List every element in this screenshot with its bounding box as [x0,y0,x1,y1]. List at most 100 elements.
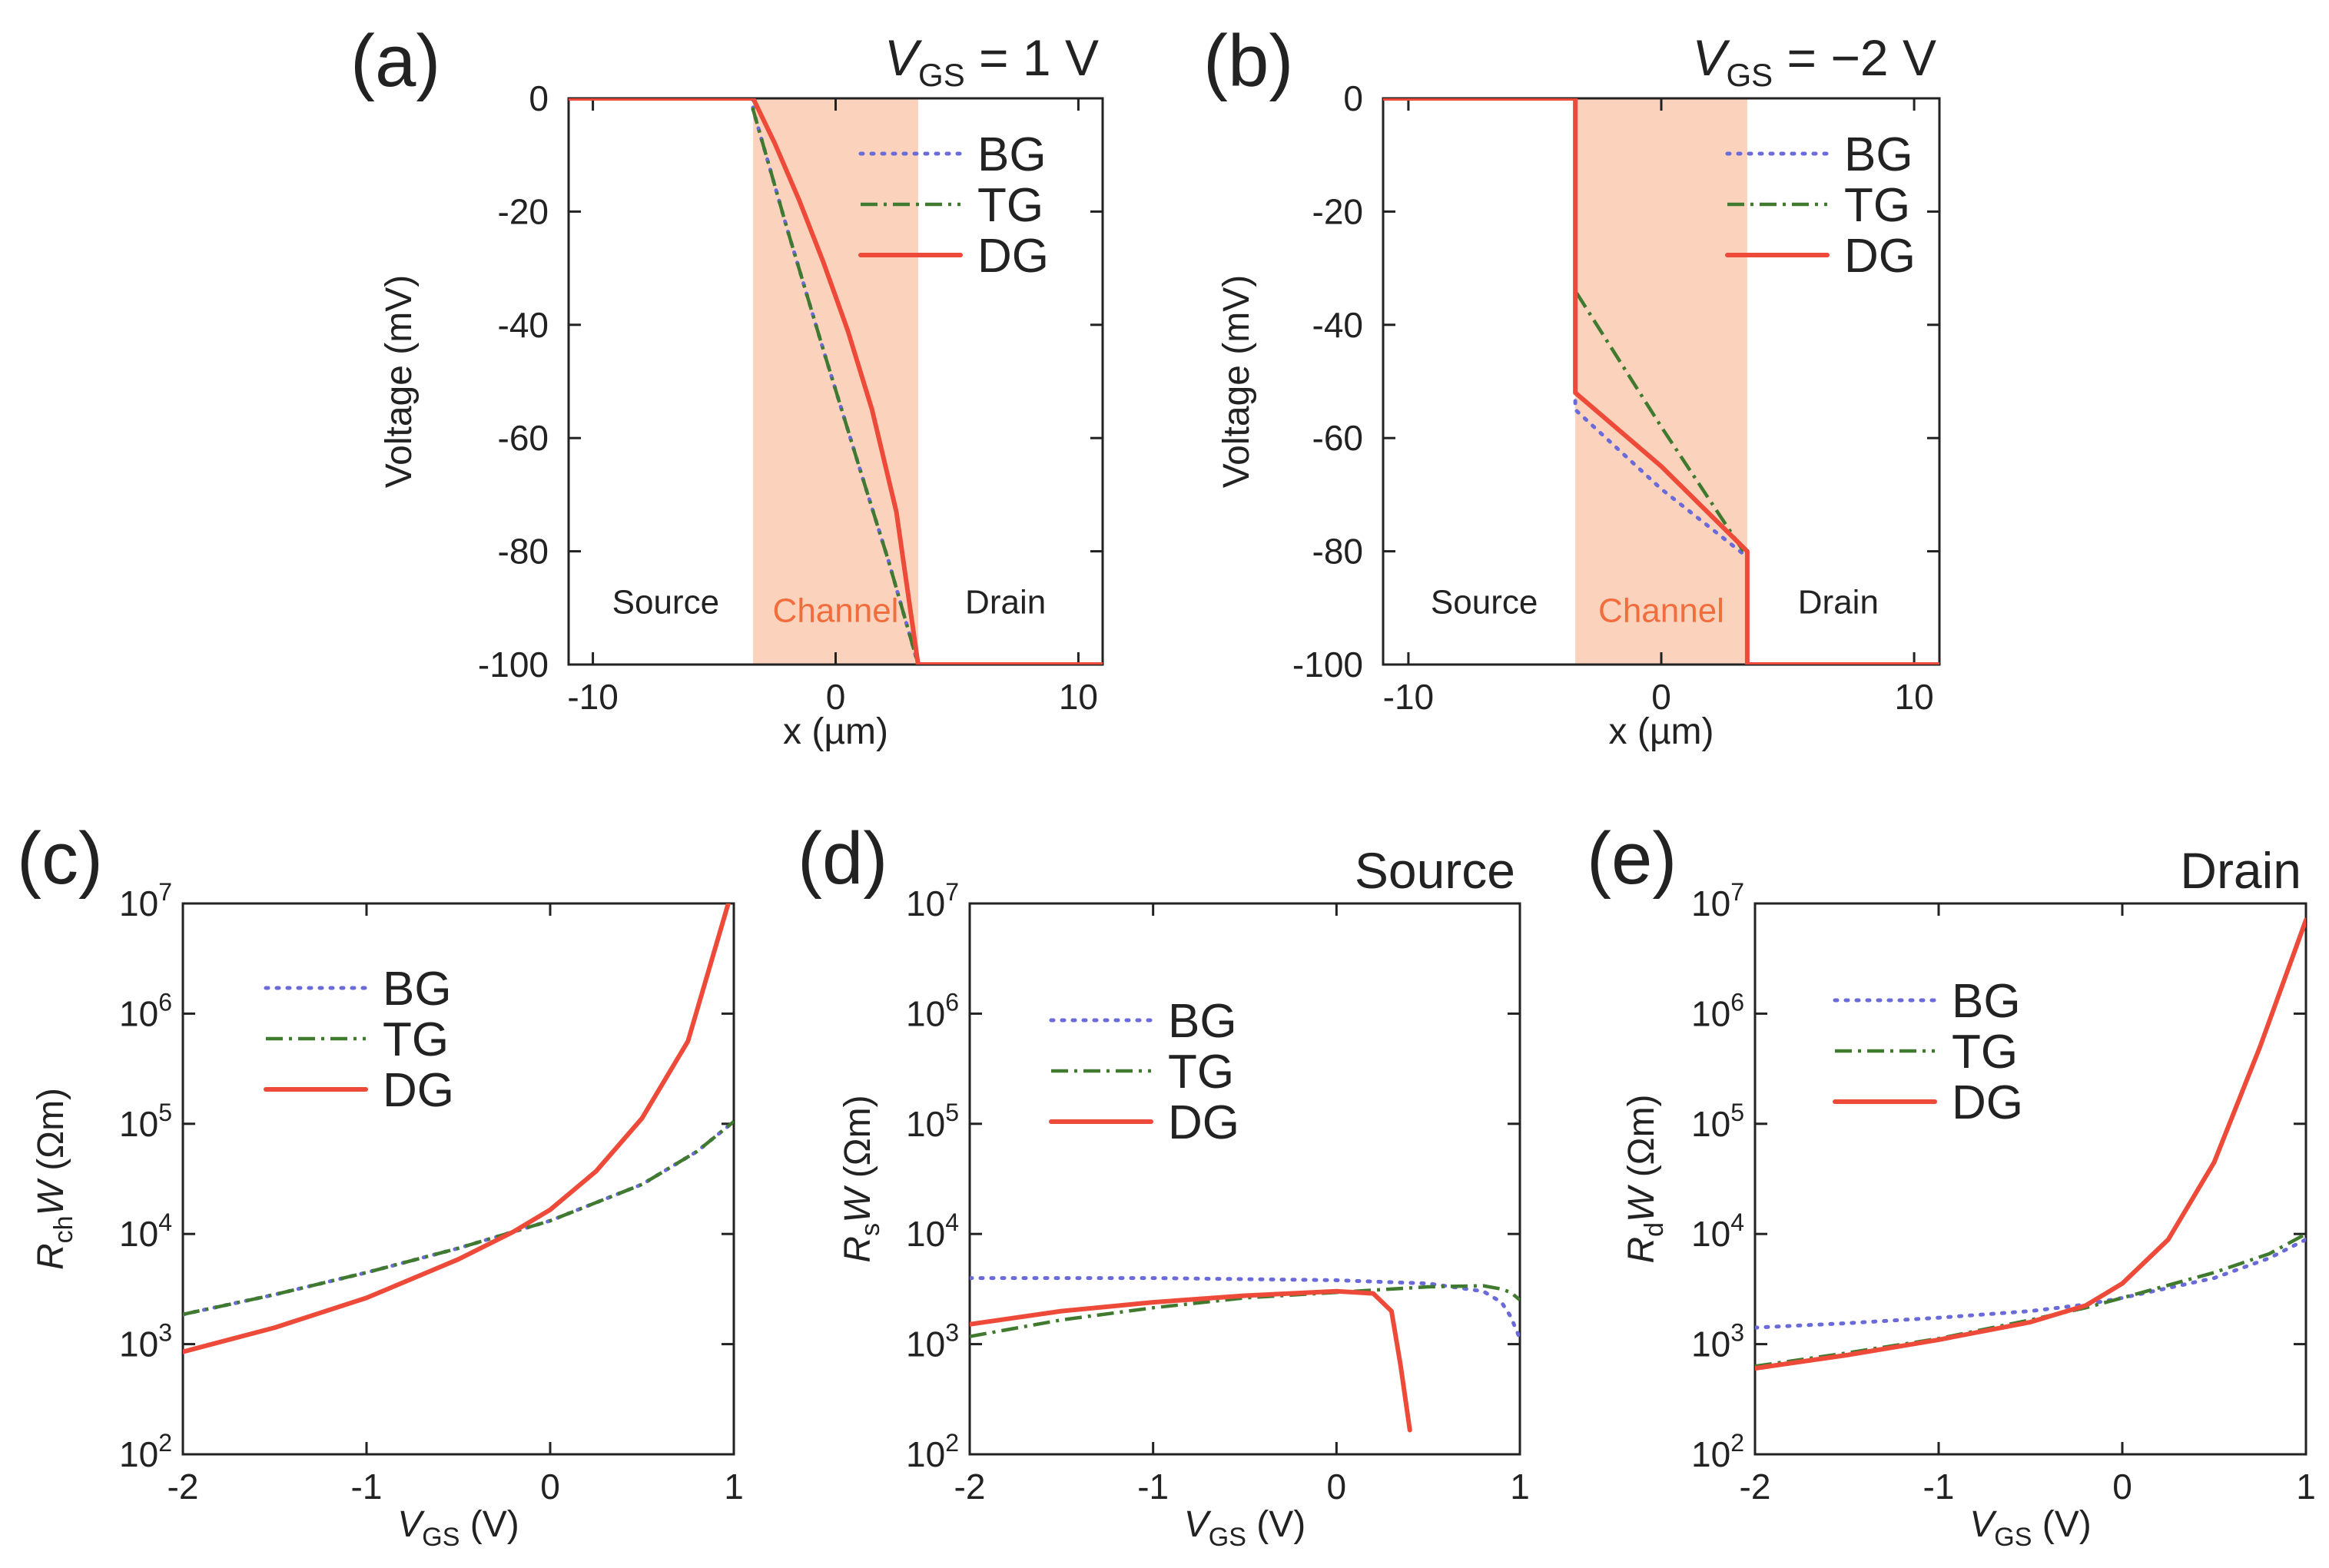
y-axis-label-b: Voltage (mV) [1216,275,1257,488]
y-tick-label-a: -40 [498,305,549,345]
series-bg-e [1755,1237,2306,1330]
legend-label-bg: BG [1844,128,1913,181]
x-tick-label-c: 0 [540,1467,560,1507]
x-tick-label-c: -1 [351,1467,383,1507]
region-label-channel: Channel [1598,592,1724,630]
y-tick-label-a: 0 [529,78,549,118]
y-tick-label-b: 0 [1343,78,1363,118]
x-axis-label-c: VGS (V) [397,1504,519,1552]
y-tick-label-a: -20 [498,191,549,231]
panel-label-e: (e) [1587,817,1677,900]
series-dg-b [1383,98,1939,665]
legend-label-tg: TG [1168,1046,1234,1099]
y-tick-label-e: 103 [1691,1319,1744,1364]
legend-label-bg: BG [1952,975,2021,1028]
y-tick-label-b: -20 [1312,191,1363,231]
series-dg-d [970,1288,1412,1433]
legend-label-tg: TG [1952,1026,2018,1079]
x-axis-label-a: x (µm) [783,711,888,752]
region-label-drain: Drain [965,584,1046,622]
y-tick-label-c: 102 [119,1429,172,1474]
y-tick-label-c: 104 [119,1208,172,1254]
x-tick-label-b: -10 [1383,677,1434,717]
region-label-drain: Drain [1798,584,1879,622]
region-label-channel: Channel [773,592,899,630]
y-tick-label-d: 102 [906,1429,959,1474]
x-tick-label-a: -10 [567,677,618,717]
y-tick-label-a: -60 [498,418,549,458]
y-axis-label-c: RchW (Ωm) [31,1088,78,1270]
y-tick-label-d: 106 [906,988,959,1033]
channel-region-b [1575,98,1747,665]
x-tick-label-d: -2 [954,1467,986,1507]
legend-label-tg: TG [1844,179,1910,232]
x-tick-label-d: -1 [1137,1467,1169,1507]
x-tick-label-b: 0 [1651,677,1671,717]
x-tick-label-a: 0 [826,677,846,717]
y-tick-label-d: 107 [906,878,959,923]
x-tick-label-c: -2 [168,1467,199,1507]
series-bg-d [970,1276,1520,1341]
legend-label-bg: BG [1168,995,1237,1048]
legend-label-tg: TG [383,1013,449,1066]
y-tick-label-a: -80 [498,532,549,572]
panel-label-b: (b) [1203,20,1293,102]
y-axis-label-d: RsW (Ωm) [838,1095,885,1262]
x-tick-label-d: 0 [1327,1467,1347,1507]
x-tick-label-e: 1 [2296,1467,2316,1507]
y-tick-label-e: 105 [1691,1099,1744,1144]
legend-label-bg: BG [977,128,1047,181]
legend-label-dg: DG [1168,1096,1239,1149]
x-tick-label-e: 0 [2112,1467,2132,1507]
y-tick-label-d: 104 [906,1208,959,1254]
legend-label-tg: TG [977,179,1043,232]
plot-frame-c [181,902,735,1456]
panel-label-c: (c) [17,817,103,900]
y-tick-label-c: 106 [119,988,172,1033]
x-tick-label-e: -2 [1740,1467,1771,1507]
y-tick-label-c: 107 [119,878,172,923]
x-axis-label-b: x (µm) [1609,711,1714,752]
y-tick-label-d: 105 [906,1099,959,1144]
y-tick-label-e: 106 [1691,988,1744,1033]
legend-label-dg: DG [1844,230,1916,283]
x-tick-label-d: 1 [1510,1467,1530,1507]
y-tick-label-d: 103 [906,1319,959,1364]
y-tick-label-b: -60 [1312,418,1363,458]
panel-title-e: Drain [2180,842,2301,899]
series-tg-c [183,1120,734,1317]
legend-label-dg: DG [383,1064,454,1117]
panel-title-d: Source [1355,842,1515,899]
series-dg-e [1755,917,2306,1371]
region-label-source: Source [1431,584,1538,622]
series-tg-e [1755,1232,2306,1368]
panel-label-a: (a) [350,20,440,102]
legend-label-dg: DG [977,230,1049,283]
plot-frame-d [968,902,1521,1456]
series-dg-a [569,98,1103,665]
y-axis-label-e: RdW (Ωm) [1621,1094,1669,1263]
x-axis-label-d: VGS (V) [1184,1504,1306,1552]
y-tick-label-b: -100 [1292,645,1363,685]
x-tick-label-e: -1 [1923,1467,1955,1507]
series-tg-d [970,1284,1520,1338]
y-tick-label-b: -40 [1312,305,1363,345]
y-tick-label-c: 105 [119,1099,172,1144]
x-tick-label-a: 10 [1059,677,1098,717]
region-label-source: Source [612,584,719,622]
legend-label-bg: BG [383,963,452,1016]
series-dg-c [183,903,731,1354]
y-axis-label-a: Voltage (mV) [379,275,420,488]
panel-title-a: VGS = 1 V [884,29,1099,93]
